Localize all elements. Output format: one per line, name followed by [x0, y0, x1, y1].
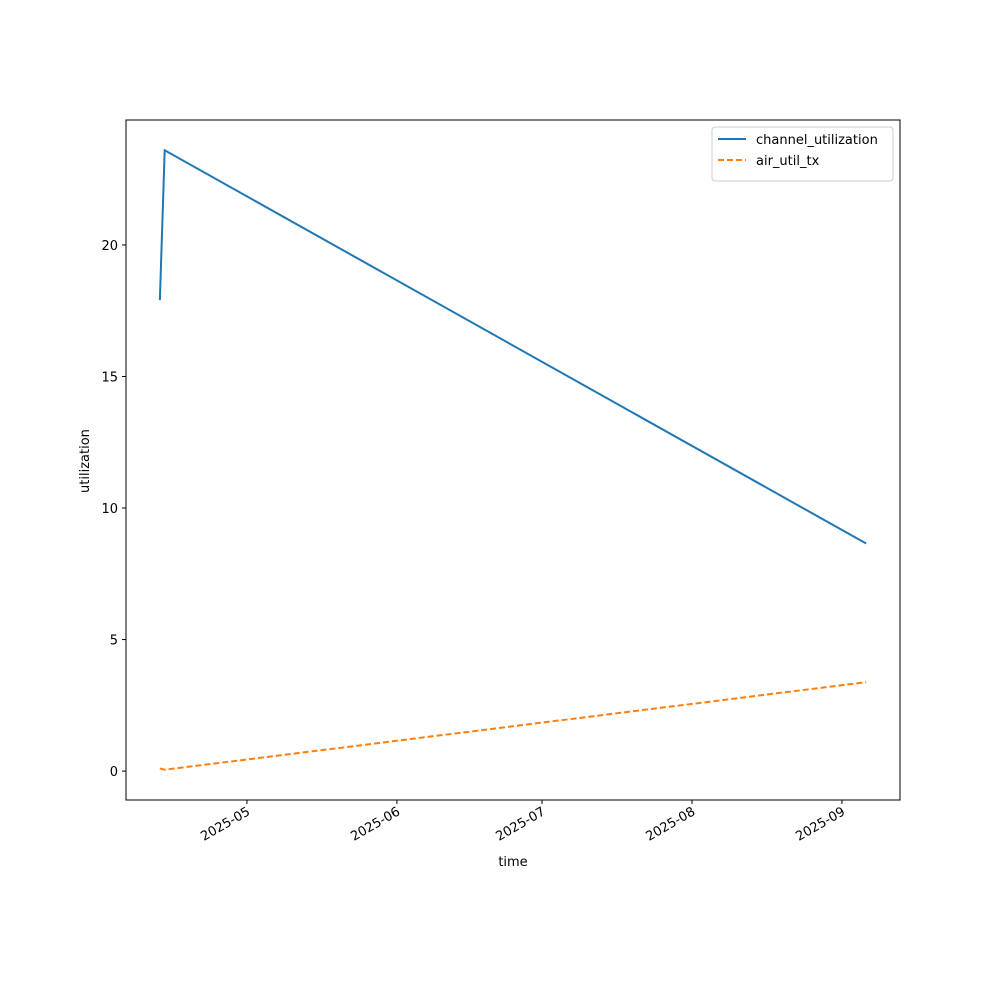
x-tick-label: 2025-05: [198, 804, 253, 844]
series-line: [158, 148, 867, 545]
series-line: [159, 681, 867, 771]
legend-label: air_util_tx: [756, 154, 820, 169]
y-tick-label: 0: [110, 765, 118, 780]
x-tick-label: 2025-07: [493, 804, 548, 844]
legend-box: [711, 126, 894, 182]
y-tick-label: 15: [101, 370, 118, 385]
legend-label: channel_utilization: [756, 133, 878, 148]
x-tick-label: 2025-06: [348, 804, 403, 844]
x-tick-label: 2025-08: [643, 804, 698, 844]
plot-frame: [125, 119, 901, 801]
y-tick-label: 5: [110, 634, 118, 649]
x-tick-label: 2025-09: [793, 804, 848, 844]
y-tick-label: 10: [101, 502, 118, 517]
y-tick-label: 20: [101, 239, 118, 254]
y-axis-label: utilization: [78, 429, 93, 493]
x-axis-label: time: [498, 855, 527, 870]
